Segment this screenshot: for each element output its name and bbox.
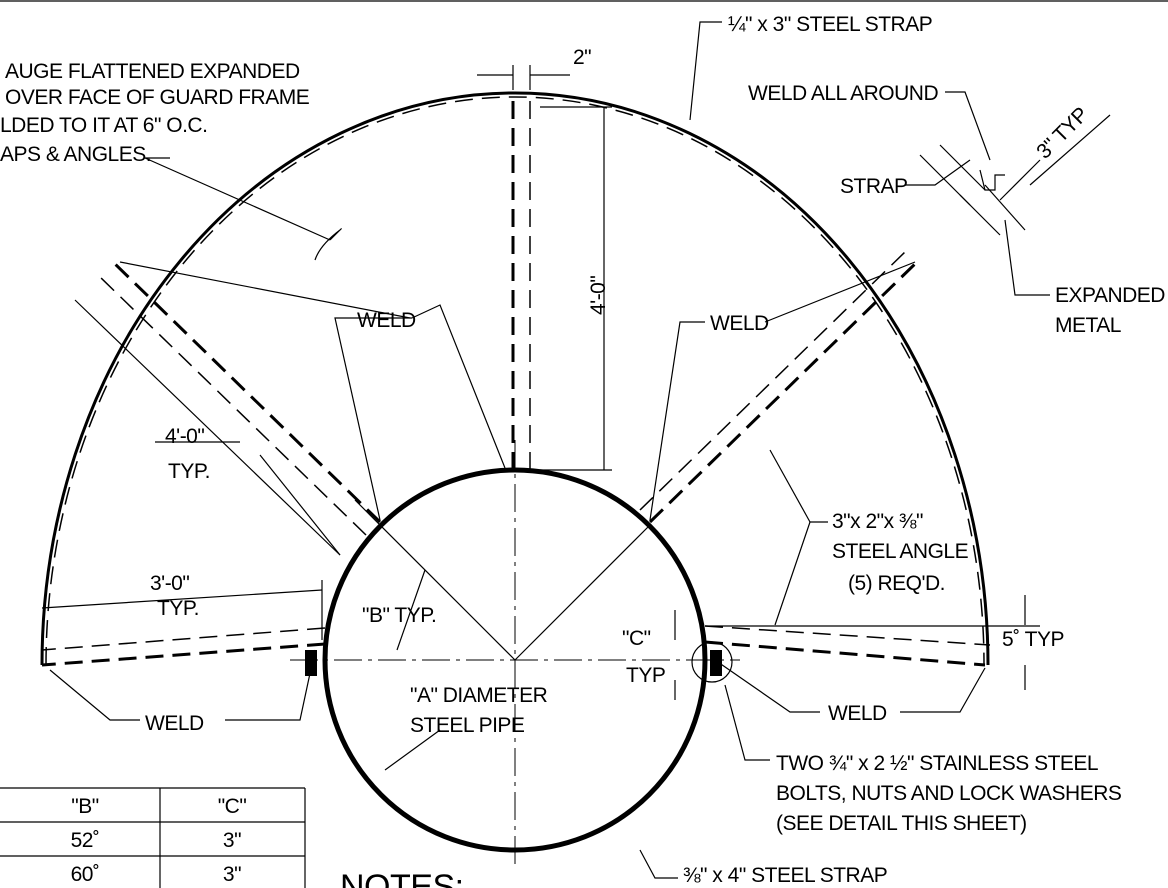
- dimension: 5˚ TYP: [1002, 628, 1064, 651]
- table-cell: 60˚: [71, 863, 100, 886]
- note-line: AUGE FLATTENED EXPANDED: [5, 60, 300, 83]
- table-grid: [0, 788, 305, 888]
- label: ⅜" x 4" STEEL STRAP: [683, 864, 887, 887]
- label: 3"x 2"x ⅜": [832, 510, 923, 533]
- drawing: ¼" x 3" STEEL STRAP 2" AUGE FLATTENED EX…: [0, 0, 1168, 888]
- weld-label: WELD: [828, 702, 887, 725]
- label: "A" DIAMETER: [410, 684, 548, 707]
- dimension: 3" TYP: [1032, 103, 1092, 163]
- radial-line: [355, 500, 515, 660]
- note-line: APS & ANGLES.: [0, 143, 151, 166]
- dimension: TYP.: [168, 460, 210, 483]
- table-header: "C": [218, 795, 247, 818]
- table-cell: 3": [223, 829, 241, 852]
- table-cell: 52˚: [71, 829, 100, 852]
- table-cell: 3": [223, 863, 241, 886]
- label: "B" TYP.: [362, 604, 436, 627]
- label: TYP: [626, 664, 665, 687]
- label: STRAP: [840, 175, 908, 198]
- label: ¼" x 3" STEEL STRAP: [728, 13, 932, 36]
- notes-title: NOTES:: [340, 868, 464, 888]
- label: WELD ALL AROUND: [748, 82, 938, 105]
- dimension: TYP.: [157, 597, 199, 620]
- weld-label: WELD: [710, 312, 769, 335]
- table-header: "B": [71, 795, 98, 818]
- dimension: 3'-0": [150, 572, 189, 595]
- dimension: 4'-0": [587, 276, 610, 315]
- dimension: 4'-0": [165, 425, 204, 448]
- label: (5) REQ'D.: [848, 572, 945, 595]
- label: STEEL PIPE: [410, 714, 525, 737]
- weld-label: WELD: [357, 309, 416, 332]
- label: "C": [622, 627, 651, 650]
- note-line: OVER FACE OF GUARD FRAME: [5, 86, 310, 109]
- label: (SEE DETAIL THIS SHEET): [776, 812, 1027, 835]
- label: EXPANDED: [1055, 284, 1165, 307]
- weld-label: WELD: [145, 712, 204, 735]
- label: METAL: [1055, 314, 1121, 337]
- note-line: LDED TO IT AT 6" O.C.: [0, 114, 207, 137]
- label: TWO ¾" x 2 ½" STAINLESS STEEL: [776, 752, 1098, 775]
- label: STEEL ANGLE: [832, 540, 969, 563]
- label: BOLTS, NUTS AND LOCK WASHERS: [776, 782, 1122, 805]
- dimension: 2": [573, 46, 591, 69]
